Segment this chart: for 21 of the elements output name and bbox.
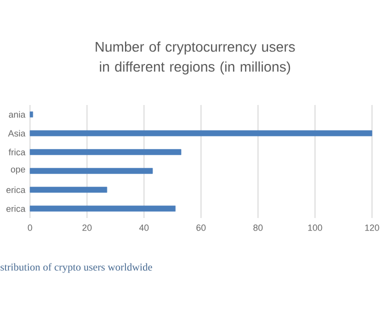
x-tick-label: 80 — [253, 224, 263, 231]
x-tick-label: 20 — [82, 224, 92, 231]
x-tick-label: 120 — [365, 224, 380, 231]
bar — [30, 186, 108, 193]
y-tick-label: erica — [6, 186, 26, 194]
chart-title: Number of cryptocurrency users in different regions (in millions) — [96, 42, 295, 74]
bar — [30, 111, 34, 118]
bar — [30, 149, 182, 156]
x-tick-label: 40 — [139, 224, 149, 231]
x-tick-label: 60 — [196, 224, 206, 231]
y-tick-label: frica — [8, 148, 26, 156]
x-tick-label: 0 — [28, 224, 32, 231]
y-tick-label: ope — [10, 168, 26, 174]
bar — [30, 206, 176, 212]
x-tick-label: 100 — [308, 224, 322, 231]
y-tick-label: ania — [8, 111, 26, 118]
bar — [30, 168, 153, 174]
y-tick-label: erica — [6, 205, 26, 212]
bar — [30, 130, 372, 136]
text: stribution of crypto users worldwide — [0, 263, 152, 273]
y-tick-label: Asia — [8, 130, 26, 137]
